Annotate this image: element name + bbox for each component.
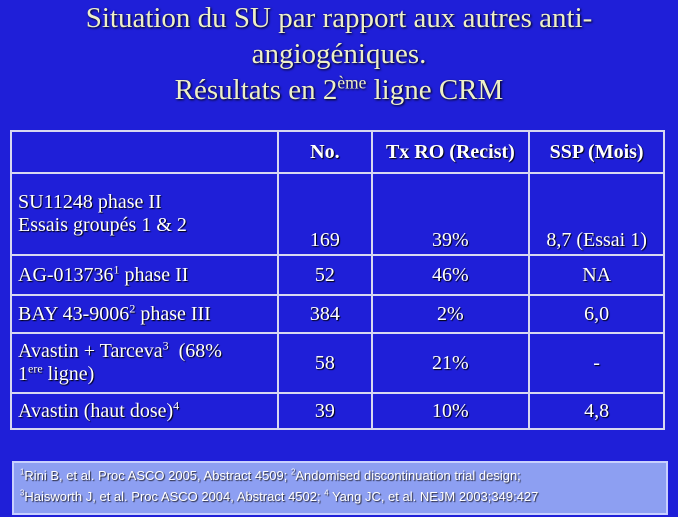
superscript: 4: [324, 488, 329, 498]
superscript: 2: [290, 467, 296, 477]
superscript: 1: [113, 261, 120, 276]
cell: 58: [277, 332, 373, 394]
text: Avastin + Tarceva: [18, 340, 163, 362]
footnote-line: 1Rini B, et al. Proc ASCO 2005, Abstract…: [20, 465, 660, 486]
superscript: 3: [162, 338, 169, 353]
header-cell: SSP (Mois): [528, 130, 665, 174]
cell: 6,0: [528, 294, 665, 334]
text: ligne CRM: [366, 74, 504, 106]
cell: 39: [277, 392, 373, 430]
footnote: 1Rini B, et al. Proc ASCO 2005, Abstract…: [12, 461, 668, 515]
table-row: Avastin (haut dose)4 39 10% 4,8: [9, 392, 665, 430]
superscript: 2: [129, 300, 136, 315]
title-line: Résultats en 2ème ligne CRM: [0, 72, 678, 108]
superscript: ere: [28, 361, 43, 376]
row-label: Avastin (haut dose)4: [9, 392, 280, 430]
text: Résultats en 2: [174, 74, 338, 106]
superscript: 4: [173, 397, 180, 412]
label-line: AG-0137361 phase II: [18, 261, 271, 287]
header-cell: [9, 130, 280, 174]
header-cell: Tx RO (Recist): [370, 130, 531, 174]
label-line: Avastin (haut dose)4: [18, 397, 271, 423]
cell: 8,7 (Essai 1): [528, 172, 665, 256]
table-row: BAY 43-90062 phase III 384 2% 6,0: [9, 294, 665, 334]
slide-title: Situation du SU par rapport aux autres a…: [0, 0, 678, 108]
text: Situation du SU par rapport aux autres a…: [85, 2, 593, 34]
results-table: No. Tx RO (Recist) SSP (Mois) SU11248 phase…: [9, 130, 665, 430]
cell: 39%: [370, 172, 531, 256]
cell: -: [528, 332, 665, 394]
label-line: BAY 43-90062 phase III: [18, 300, 271, 326]
text: BAY 43-9006: [18, 302, 130, 325]
cell: 52: [277, 254, 373, 296]
header-cell: No.: [277, 130, 373, 174]
label-line: Essais groupés 1 & 2: [18, 214, 271, 237]
text: ligne): [42, 363, 95, 385]
text: phase III: [135, 302, 211, 325]
cell: 384: [277, 294, 373, 334]
row-label: AG-0137361 phase II: [9, 254, 280, 296]
superscript: 3: [20, 488, 25, 498]
text: Haisworth J, et al. Proc ASCO 2004, Abst…: [24, 489, 325, 504]
row-label: SU11248 phase II Essais groupés 1 & 2: [9, 172, 280, 256]
title-line: Situation du SU par rapport aux autres a…: [0, 0, 678, 36]
label-line: SU11248 phase II: [18, 191, 271, 214]
superscript: 1: [20, 467, 25, 477]
row-label: Avastin + Tarceva3 (68% 1ere ligne): [9, 332, 280, 394]
cell: NA: [528, 254, 665, 296]
cell: 46%: [370, 254, 531, 296]
text: SU11248 phase II: [18, 191, 162, 213]
cell: 21%: [370, 332, 531, 394]
cell: 169: [277, 172, 373, 256]
text: Yang JC, et al. NEJM 2003;349:427: [328, 489, 539, 504]
text: Essais groupés 1 & 2: [18, 214, 187, 236]
text: AG-013736: [18, 263, 114, 286]
superscript: ème: [337, 72, 367, 93]
text: Andomised discontinuation trial design;: [295, 468, 521, 483]
cell: 2%: [370, 294, 531, 334]
table-row: Avastin + Tarceva3 (68% 1ere ligne) 58 21% -: [9, 332, 665, 394]
footnote-line: 3Haisworth J, et al. Proc ASCO 2004, Abs…: [20, 486, 660, 507]
table-row: SU11248 phase II Essais groupés 1 & 2 169 3…: [9, 172, 665, 256]
title-line: angiogéniques.: [0, 36, 678, 72]
table-row: AG-0137361 phase II 52 46% NA: [9, 254, 665, 296]
header-row: No. Tx RO (Recist) SSP (Mois): [9, 130, 665, 174]
text: 1: [18, 363, 28, 385]
text: (68%: [168, 340, 222, 362]
text: phase II: [119, 263, 189, 286]
label-line: 1ere ligne): [18, 361, 271, 386]
text: Avastin (haut dose): [18, 399, 174, 422]
cell: 10%: [370, 392, 531, 430]
row-label: BAY 43-90062 phase III: [9, 294, 280, 334]
label-line: Avastin + Tarceva3 (68%: [18, 338, 271, 363]
cell: 4,8: [528, 392, 665, 430]
text: Rini B, et al. Proc ASCO 2005, Abstract …: [24, 468, 291, 483]
text: angiogéniques.: [251, 38, 427, 70]
